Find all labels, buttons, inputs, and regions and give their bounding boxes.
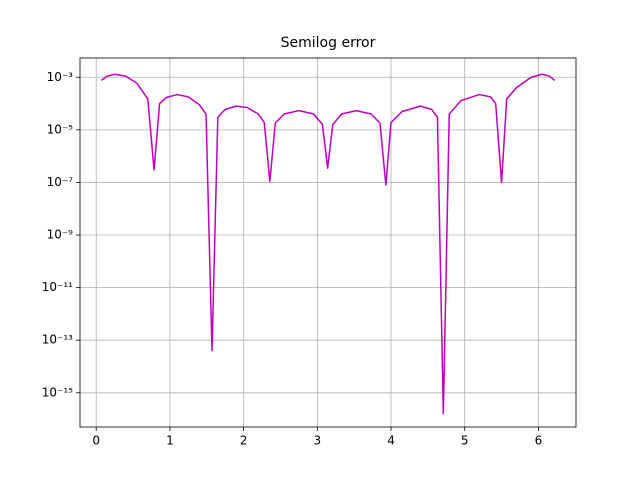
y-tick-label: 10⁻⁹: [47, 228, 74, 242]
y-tick-label: 10⁻¹³: [42, 333, 73, 347]
x-tick-label: 4: [387, 434, 395, 448]
y-tick-label: 10⁻³: [47, 70, 74, 84]
x-tick-label: 0: [92, 434, 100, 448]
y-tick-label: 10⁻¹⁵: [42, 385, 73, 399]
x-tick-label: 3: [313, 434, 321, 448]
y-tick-label: 10⁻¹¹: [42, 280, 73, 294]
x-tick-label: 2: [240, 434, 248, 448]
chart-title: Semilog error: [281, 35, 376, 51]
plot-frame: [79, 57, 577, 428]
y-tick-label: 10⁻⁷: [47, 175, 74, 189]
x-tick-label: 6: [535, 434, 543, 448]
y-tick-label: 10⁻⁵: [47, 122, 74, 136]
x-tick-label: 1: [166, 434, 174, 448]
x-tick-label: 5: [461, 434, 469, 448]
data-line: [100, 73, 556, 415]
